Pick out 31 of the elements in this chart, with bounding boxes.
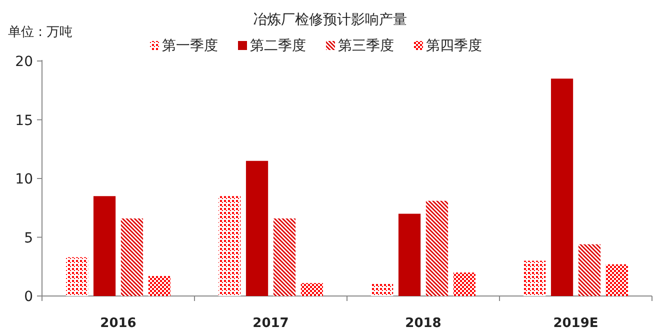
y-tick-label: 5 <box>24 230 33 246</box>
x-tick-label: 2018 <box>405 316 442 331</box>
chart-title: 冶炼厂检修预计影响产量 <box>253 12 407 28</box>
y-tick-label: 10 <box>15 172 33 188</box>
legend-label: 第四季度 <box>426 38 482 54</box>
x-tick-label: 2017 <box>252 316 289 331</box>
bar <box>371 283 394 296</box>
bar <box>398 214 421 296</box>
bar <box>218 196 241 296</box>
x-tick-label: 2019E <box>553 316 598 331</box>
bar <box>246 160 268 296</box>
bar <box>120 218 144 296</box>
legend-label: 第三季度 <box>338 38 394 54</box>
bar <box>426 200 448 296</box>
y-axis-title: 单位 : 万吨 <box>8 25 73 40</box>
bar <box>606 264 628 296</box>
bar <box>93 196 116 296</box>
bar <box>148 276 170 296</box>
bar <box>453 272 476 296</box>
x-tick-label: 2016 <box>100 316 136 331</box>
bar <box>66 257 88 296</box>
legend-label: 第二季度 <box>250 38 306 54</box>
bar <box>524 260 546 296</box>
bar <box>578 244 601 296</box>
y-tick-label: 15 <box>15 112 33 129</box>
y-tick-label: 0 <box>24 289 33 305</box>
bar <box>273 218 296 296</box>
legend-label: 第一季度 <box>162 38 218 54</box>
y-tick-label: 20 <box>15 54 33 70</box>
bar <box>300 283 323 296</box>
bar <box>550 78 574 296</box>
